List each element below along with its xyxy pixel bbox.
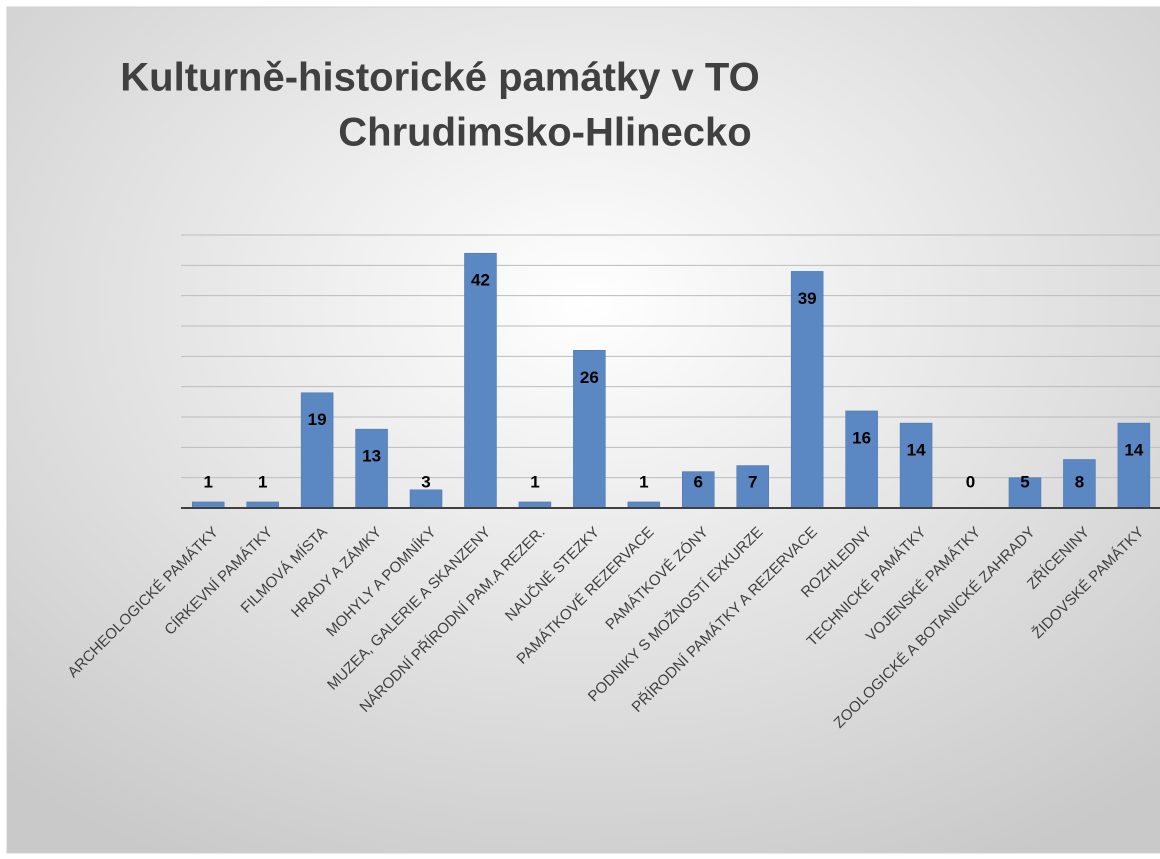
data-label: 26 (580, 368, 599, 387)
data-label: 7 (748, 472, 757, 491)
bar (899, 422, 933, 509)
data-label: 14 (907, 441, 926, 460)
bar (790, 271, 824, 509)
data-label: 13 (362, 447, 381, 466)
data-label: 19 (308, 410, 327, 429)
bar (682, 471, 715, 509)
bar (1063, 459, 1096, 509)
data-label: 39 (798, 289, 817, 308)
data-label: 6 (694, 472, 703, 491)
bar (736, 465, 769, 509)
data-label: 1 (203, 472, 212, 491)
bar (300, 392, 334, 509)
data-label: 8 (1075, 472, 1084, 491)
chart-title: Chrudimsko-Hlinecko (338, 111, 751, 155)
chart-title: Kulturně-historické památky v TO (120, 56, 759, 100)
data-label: 5 (1020, 472, 1029, 491)
data-label: 16 (852, 428, 871, 447)
data-label: 42 (471, 271, 490, 290)
bar (573, 350, 606, 509)
bar (409, 489, 443, 509)
data-label: 1 (530, 472, 539, 491)
data-label: 0 (966, 472, 975, 491)
bar (464, 252, 497, 509)
bar (355, 428, 388, 509)
data-label: 1 (639, 472, 648, 491)
bar (845, 410, 878, 509)
bar (1117, 422, 1151, 509)
data-label: 3 (421, 472, 430, 491)
bar (1008, 477, 1042, 509)
data-label: 14 (1124, 441, 1143, 460)
data-label: 1 (258, 472, 267, 491)
